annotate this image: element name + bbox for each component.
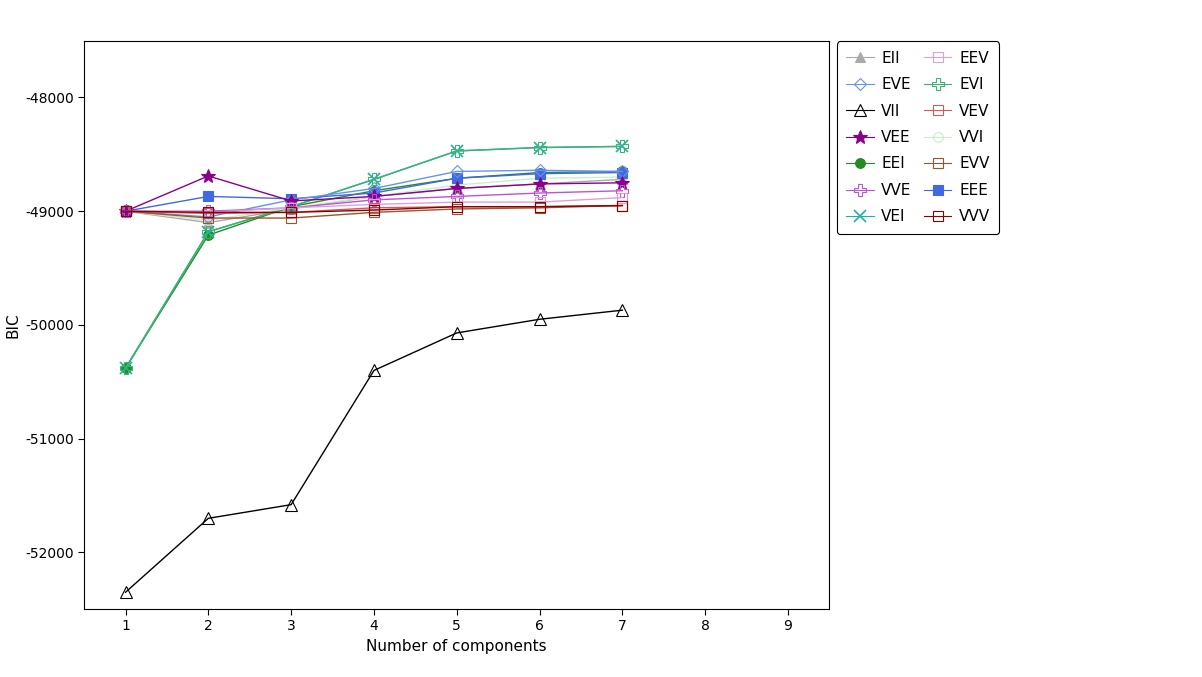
X-axis label: Number of components: Number of components bbox=[367, 638, 547, 653]
Y-axis label: BIC: BIC bbox=[5, 312, 20, 338]
Legend: EII, EVE, VII, VEE, EEI, VVE, VEI, EEV, EVI, VEV, VVI, EVV, EEE, VVV: EII, EVE, VII, VEE, EEI, VVE, VEI, EEV, … bbox=[837, 41, 999, 234]
